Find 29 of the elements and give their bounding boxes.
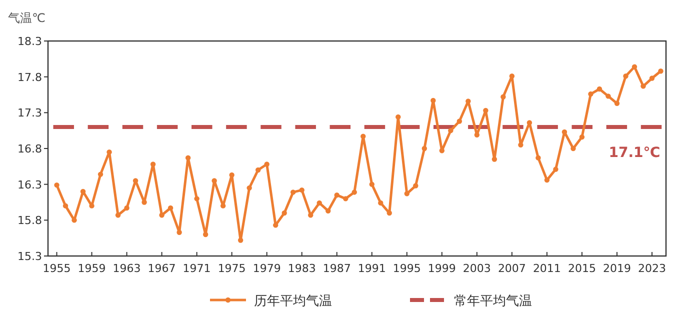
y-tick-label: 17.3 bbox=[18, 106, 42, 120]
x-tick-label: 1987 bbox=[322, 262, 351, 275]
x-tick-label: 1963 bbox=[112, 262, 141, 275]
x-tick-label: 1991 bbox=[358, 262, 386, 275]
x-tick-label: 1975 bbox=[218, 262, 246, 275]
x-tick-label: 1995 bbox=[392, 262, 421, 275]
y-tick-label: 17.8 bbox=[18, 70, 42, 84]
legend-label: 历年平均气温 bbox=[254, 294, 332, 309]
y-tick-label: 16.8 bbox=[18, 142, 42, 156]
x-tick-label: 2007 bbox=[498, 262, 526, 275]
legend-label: 常年平均气温 bbox=[454, 294, 532, 309]
x-tick-label: 2023 bbox=[638, 262, 666, 275]
x-tick-label: 2003 bbox=[462, 262, 491, 275]
x-tick-label: 1983 bbox=[288, 262, 316, 275]
x-tick-label: 1971 bbox=[182, 262, 211, 275]
annotation: 17.1℃ bbox=[608, 145, 660, 161]
x-tick-label: 1955 bbox=[42, 262, 71, 275]
y-tick-label: 16.3 bbox=[18, 178, 42, 192]
x-tick-label: 2015 bbox=[568, 262, 596, 275]
y-axis-title: 气温℃ bbox=[8, 11, 46, 25]
x-tick-label: 1999 bbox=[428, 262, 456, 275]
x-tick-label: 1979 bbox=[252, 262, 281, 275]
x-tick-label: 2019 bbox=[602, 262, 631, 275]
y-tick-label: 15.3 bbox=[18, 250, 42, 263]
x-tick-label: 1959 bbox=[78, 262, 106, 275]
x-tick-label: 2011 bbox=[532, 262, 561, 275]
y-tick-label: 15.8 bbox=[18, 214, 42, 228]
x-tick-label: 1967 bbox=[148, 262, 176, 275]
y-tick-label: 18.3 bbox=[18, 35, 42, 48]
